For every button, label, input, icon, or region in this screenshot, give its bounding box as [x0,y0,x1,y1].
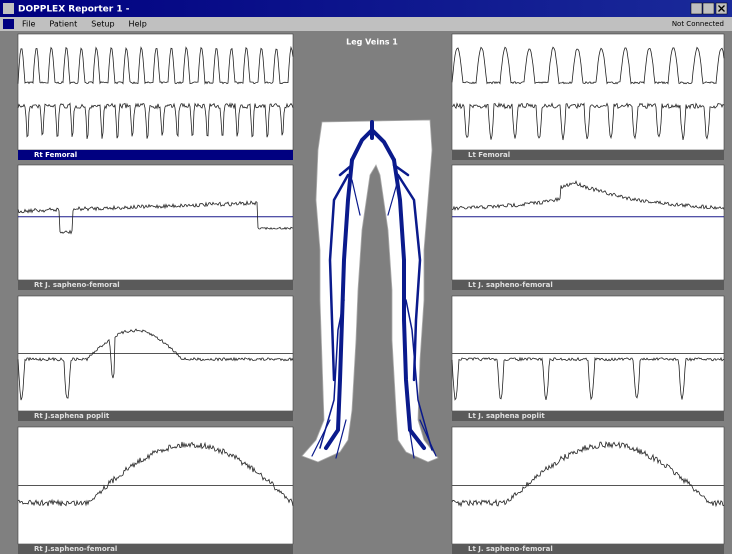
connection-status: Not Connected [672,20,724,28]
trace-label: Rt J.sapheno-femoral [34,545,117,553]
trace-panel[interactable]: Rt J. sapheno-femoral [18,165,293,290]
trace-panel[interactable]: Lt J. sapheno-femoral [452,165,724,290]
window-title: DOPPLEX Reporter 1 - [18,5,130,15]
app-window: DOPPLEX Reporter 1 - File Patient Setup Hel… [0,0,732,554]
menu-item[interactable]: Patient [49,20,77,29]
trace-label: Lt Femoral [468,151,510,159]
trace-panel[interactable]: Lt J. sapheno-femoral [452,427,724,554]
trace-label: Lt J. saphena poplit [468,412,545,420]
trace-panel[interactable]: Rt J.sapheno-femoral [18,427,293,554]
menu-item[interactable]: File [22,20,35,29]
minimize-button[interactable] [691,3,702,14]
view-title: Leg Veins 1 [346,38,398,47]
trace-panel[interactable]: Lt Femoral [452,34,724,160]
menu-item[interactable]: Help [129,20,147,29]
trace-label: Lt J. sapheno-femoral [468,281,553,289]
trace-label: Lt J. sapheno-femoral [468,545,553,553]
trace-panel[interactable]: Rt Femoral [18,34,293,160]
app-icon [3,3,14,14]
trace-area [452,165,724,280]
window-controls[interactable] [691,3,727,14]
trace-panel[interactable]: Lt J. saphena poplit [452,296,724,421]
menu-item[interactable]: Setup [91,20,114,29]
maximize-button[interactable] [703,3,714,14]
trace-label: Rt Femoral [34,151,77,159]
center-view [295,31,451,554]
doc-icon[interactable] [3,19,14,29]
trace-label: Rt J. sapheno-femoral [34,281,120,289]
trace-panel[interactable]: Rt J.saphena poplit [18,296,293,421]
trace-label: Rt J.saphena poplit [34,412,110,420]
